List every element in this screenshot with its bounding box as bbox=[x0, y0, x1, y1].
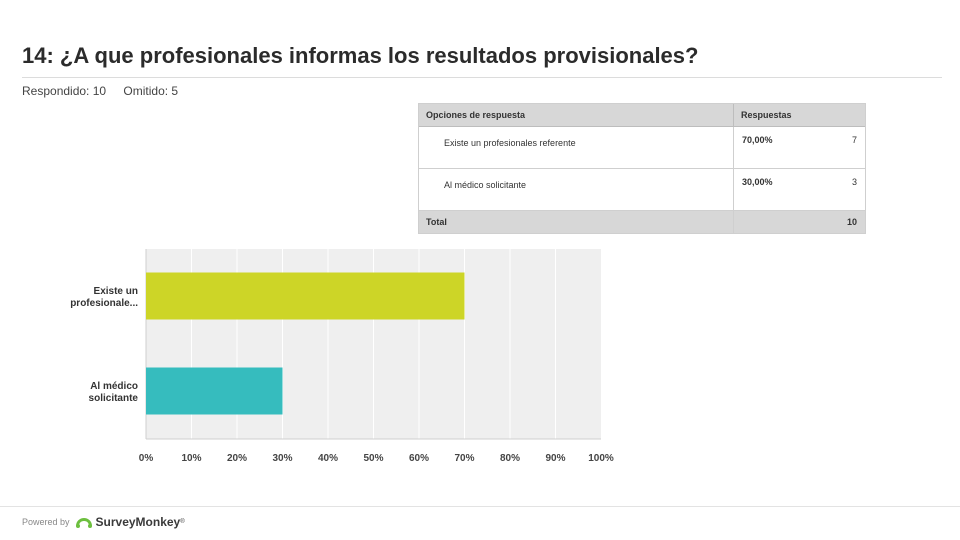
response-stats: Respondido: 10 Omitido: 5 bbox=[22, 84, 178, 98]
monkey-icon bbox=[75, 517, 92, 528]
brand-name: SurveyMonkey bbox=[95, 515, 181, 529]
question-title: 14: ¿A que profesionales informas los re… bbox=[22, 43, 699, 68]
response-percent: 70,00% bbox=[742, 135, 773, 145]
y-category-label: profesionale... bbox=[70, 298, 138, 309]
x-tick-label: 100% bbox=[588, 453, 614, 464]
total-value: 10 bbox=[733, 210, 865, 233]
x-tick-label: 50% bbox=[363, 453, 383, 464]
x-tick-label: 0% bbox=[139, 453, 154, 464]
x-tick-label: 60% bbox=[409, 453, 429, 464]
title-divider bbox=[22, 77, 942, 78]
response-cell: 30,00% 3 bbox=[733, 168, 865, 211]
footer: Powered by SurveyMonkey ® bbox=[22, 515, 185, 529]
answered-count: Respondido: 10 bbox=[22, 84, 107, 98]
y-category-label: Al médico bbox=[90, 381, 138, 392]
table-row: Al médico solicitante 30,00% 3 bbox=[419, 168, 865, 211]
skipped-count: Omitido: 5 bbox=[123, 84, 179, 98]
brand-mark: ® bbox=[180, 519, 185, 525]
x-tick-label: 30% bbox=[272, 453, 292, 464]
x-tick-label: 40% bbox=[318, 453, 338, 464]
option-label: Al médico solicitante bbox=[419, 168, 734, 211]
x-tick-label: 90% bbox=[545, 453, 565, 464]
total-label: Total bbox=[419, 210, 734, 233]
x-tick-label: 20% bbox=[227, 453, 247, 464]
response-count: 7 bbox=[851, 135, 857, 145]
table-total-row: Total 10 bbox=[419, 210, 865, 233]
surveymonkey-logo: SurveyMonkey ® bbox=[75, 515, 185, 529]
table-row: Existe un profesionales referente 70,00%… bbox=[419, 126, 865, 169]
responses-table: Opciones de respuesta Respuestas Existe … bbox=[419, 104, 865, 233]
response-percent: 30,00% bbox=[742, 177, 773, 187]
powered-by-text: Powered by bbox=[22, 517, 70, 527]
y-category-label: Existe un bbox=[94, 286, 138, 297]
option-label: Existe un profesionales referente bbox=[419, 126, 734, 169]
x-tick-label: 70% bbox=[454, 453, 474, 464]
col-header-responses: Respuestas bbox=[733, 104, 865, 127]
bar bbox=[146, 367, 283, 415]
response-count: 3 bbox=[851, 177, 857, 187]
y-category-label: solicitante bbox=[89, 393, 139, 404]
footer-divider bbox=[0, 506, 960, 507]
response-cell: 70,00% 7 bbox=[733, 126, 865, 169]
x-tick-label: 10% bbox=[181, 453, 201, 464]
col-header-options: Opciones de respuesta bbox=[419, 104, 734, 127]
table-header-row: Opciones de respuesta Respuestas bbox=[419, 104, 865, 127]
bar bbox=[146, 272, 465, 320]
x-tick-label: 80% bbox=[500, 453, 520, 464]
